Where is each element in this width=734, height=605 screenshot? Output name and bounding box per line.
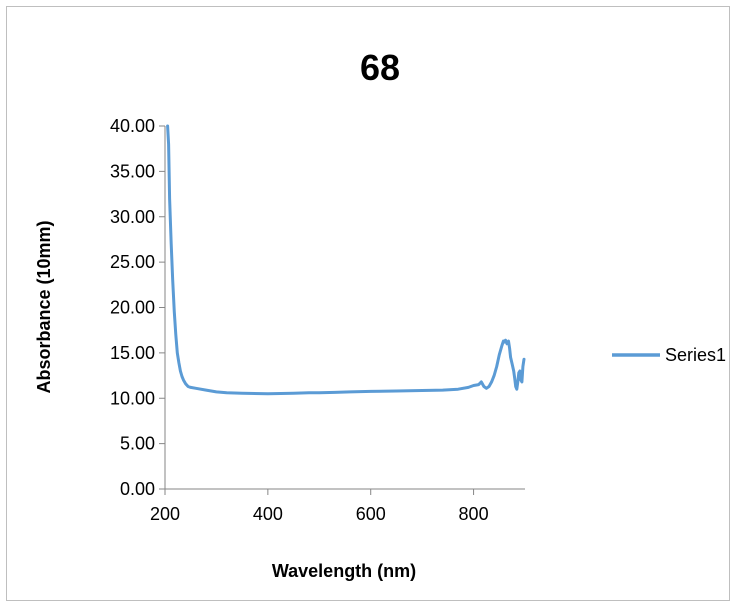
series-layer: [166, 124, 526, 396]
x-tick-label: 400: [253, 504, 283, 524]
y-axis-ticks: 0.00 5.00 10.00 15.00 20.00 25.00 30.00 35.00 40…: [110, 116, 165, 499]
series-line-series1: [166, 124, 526, 396]
y-tick-label: 40.00: [110, 116, 155, 136]
x-tick-label: 600: [356, 504, 386, 524]
y-tick-label: 35.00: [110, 161, 155, 181]
chart-title: 68: [360, 47, 400, 88]
x-tick-label: 200: [150, 504, 180, 524]
y-tick-label: 10.00: [110, 388, 155, 408]
x-tick-label: 800: [459, 504, 489, 524]
legend: Series1: [612, 345, 726, 365]
y-axis-title: Absorbance (10mm): [34, 220, 54, 393]
x-axis-ticks: 200 400 600 800: [150, 489, 489, 524]
y-tick-label: 20.00: [110, 298, 155, 318]
y-tick-label: 5.00: [120, 434, 155, 454]
legend-label-series1: Series1: [665, 345, 726, 365]
y-tick-label: 15.00: [110, 343, 155, 363]
y-tick-label: 30.00: [110, 207, 155, 227]
chart-area: [6, 6, 730, 601]
y-tick-label: 25.00: [110, 252, 155, 272]
y-tick-label: 0.00: [120, 479, 155, 499]
x-axis-title: Wavelength (nm): [272, 561, 416, 581]
